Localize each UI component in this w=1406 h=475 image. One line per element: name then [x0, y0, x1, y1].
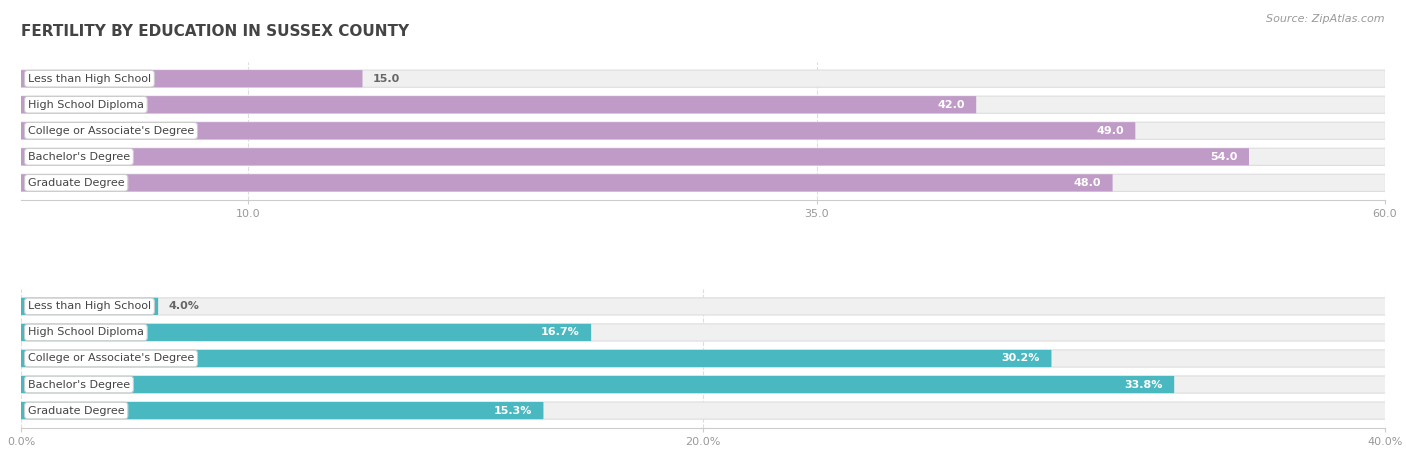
FancyBboxPatch shape: [21, 96, 1385, 114]
FancyBboxPatch shape: [21, 298, 157, 315]
Text: 15.0: 15.0: [373, 74, 401, 84]
FancyBboxPatch shape: [21, 402, 544, 419]
Text: High School Diploma: High School Diploma: [28, 327, 143, 337]
Text: High School Diploma: High School Diploma: [28, 100, 143, 110]
Text: Less than High School: Less than High School: [28, 74, 150, 84]
FancyBboxPatch shape: [21, 174, 1112, 191]
FancyBboxPatch shape: [21, 122, 1135, 139]
Text: Source: ZipAtlas.com: Source: ZipAtlas.com: [1267, 14, 1385, 24]
Text: 48.0: 48.0: [1074, 178, 1101, 188]
Text: College or Associate's Degree: College or Associate's Degree: [28, 126, 194, 136]
FancyBboxPatch shape: [21, 174, 1385, 191]
Text: FERTILITY BY EDUCATION IN SUSSEX COUNTY: FERTILITY BY EDUCATION IN SUSSEX COUNTY: [21, 24, 409, 39]
Text: 4.0%: 4.0%: [169, 302, 200, 312]
FancyBboxPatch shape: [21, 324, 591, 341]
Text: 15.3%: 15.3%: [494, 406, 531, 416]
Text: Graduate Degree: Graduate Degree: [28, 178, 125, 188]
Text: 54.0: 54.0: [1211, 152, 1237, 162]
Text: 16.7%: 16.7%: [541, 327, 579, 337]
FancyBboxPatch shape: [21, 350, 1385, 367]
FancyBboxPatch shape: [21, 376, 1174, 393]
FancyBboxPatch shape: [21, 122, 1385, 139]
FancyBboxPatch shape: [21, 324, 1385, 341]
Text: Bachelor's Degree: Bachelor's Degree: [28, 380, 129, 390]
Text: 42.0: 42.0: [938, 100, 965, 110]
FancyBboxPatch shape: [21, 402, 1385, 419]
FancyBboxPatch shape: [21, 70, 363, 87]
Text: 33.8%: 33.8%: [1125, 380, 1163, 390]
Text: Graduate Degree: Graduate Degree: [28, 406, 125, 416]
FancyBboxPatch shape: [21, 298, 1385, 315]
FancyBboxPatch shape: [21, 148, 1385, 165]
FancyBboxPatch shape: [21, 70, 1385, 87]
FancyBboxPatch shape: [21, 350, 1052, 367]
FancyBboxPatch shape: [21, 376, 1385, 393]
Text: 30.2%: 30.2%: [1001, 353, 1040, 363]
Text: Bachelor's Degree: Bachelor's Degree: [28, 152, 129, 162]
Text: 49.0: 49.0: [1097, 126, 1123, 136]
Text: College or Associate's Degree: College or Associate's Degree: [28, 353, 194, 363]
Text: Less than High School: Less than High School: [28, 302, 150, 312]
FancyBboxPatch shape: [21, 96, 976, 114]
FancyBboxPatch shape: [21, 148, 1249, 165]
